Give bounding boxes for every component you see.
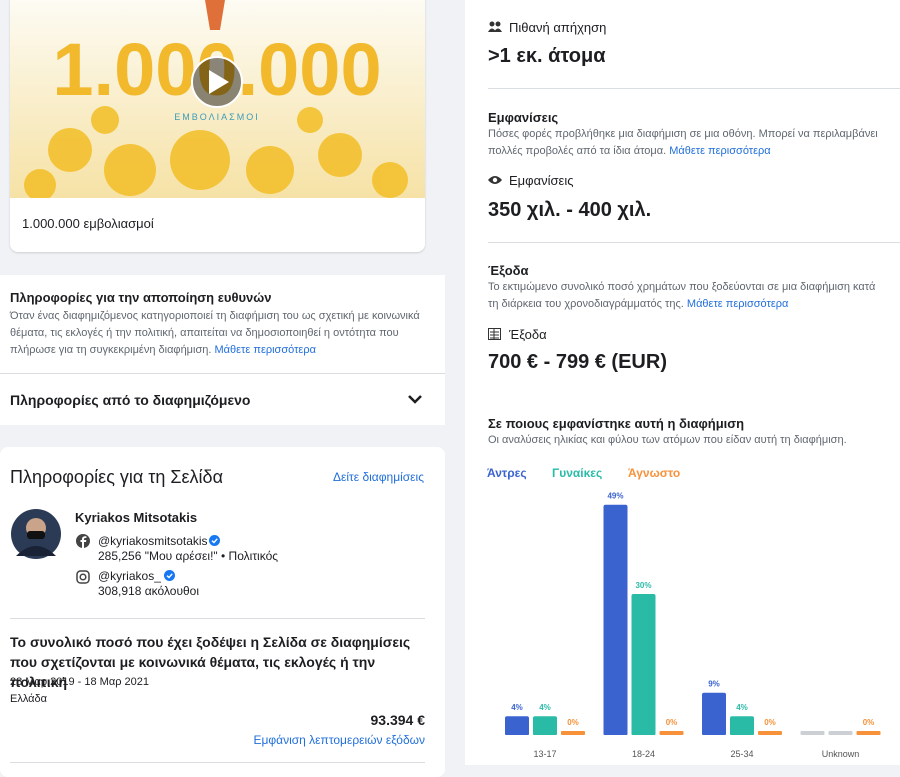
facebook-handle: @kyriakosmitsotakis [98,534,208,548]
value-label: 49% [607,492,623,501]
impressions-title: Εμφανίσεις [488,110,559,125]
spend-amount: 93.394 € [370,712,426,728]
bar [505,716,529,735]
value-label: 4% [736,703,748,712]
spend-title: Το συνολικό ποσό που έχει ξοδέψει η Σελί… [10,634,411,690]
value-label: 30% [635,581,651,590]
reach-label: Πιθανή απήχηση [509,20,607,35]
value-label: 4% [539,703,551,712]
value-label: 0% [863,718,875,727]
instagram-stats: 308,918 ακόλουθοι [98,584,200,598]
advertiser-info-toggle[interactable]: Πληροφορίες από το διαφημιζόμενο [10,392,251,408]
bar [533,716,557,735]
eye-icon [488,176,502,184]
avatar [11,509,61,559]
audience-description: Οι αναλύσεις ηλικίας και φύλου των ατόμω… [488,434,847,446]
spend-title: Έξοδα [488,263,529,278]
legend-item: Άντρες [487,466,527,480]
facebook-stats: 285,256 "Μου αρέσει!" • Πολιτικός [98,549,279,563]
disclaimer-panel [0,275,445,425]
learn-more-link[interactable]: Μάθετε περισσότερα [669,145,771,157]
value-label: 4% [511,703,523,712]
x-tick-label: 18-24 [632,749,655,759]
impressions-text: Πόσες φορές προβλήθηκε μια διαφήμιση σε … [488,128,878,157]
instagram-icon [76,570,90,584]
audience-chart: Άντρες Γυναίκες Άγνωστο 13-17 4% 4% 0% 18-24 49%… [487,466,881,759]
spend-details-link[interactable]: Εμφάνιση λεπτομερειών εξόδων [253,733,425,747]
bar-stub [856,731,881,735]
value-label: 9% [708,680,720,689]
audience-title: Σε ποιους εμφανίστηκε αυτή η διαφήμιση [488,416,745,431]
spend-value: 700 € - 799 € (EUR) [488,351,667,373]
bar [603,504,628,735]
image-subtext: ΕΜΒΟΛΙΑΣΜΟΙ [174,112,259,122]
page-info-title: Πληροφορίες για τη Σελίδα [10,467,223,487]
spend-label: Έξοδα [509,327,547,342]
disclaimer-title: Πληροφορίες για την αποποίηση ευθυνών [10,290,272,305]
impressions-value: 350 χιλ. - 400 χιλ. [488,199,652,221]
impressions-description: Πόσες φορές προβλήθηκε μια διαφήμιση σε … [488,126,883,160]
disclaimer-text: Όταν ένας διαφημιζόμενος κατηγοριοποιεί … [10,308,425,359]
image-text: 1.000.000 [52,28,381,111]
impressions-label: Εμφανίσεις [509,173,574,188]
bar [702,692,726,735]
learn-more-link[interactable]: Μάθετε περισσότερα [214,344,316,356]
empty-bar [828,731,853,735]
ad-details-panel [465,0,900,765]
spend-description: Το εκτιμώμενο συνολικό ποσό χρημάτων που… [488,279,888,313]
ad-video[interactable]: 1.000.000 ΕΜΒΟΛΙΑΣΜΟΙ [10,0,425,198]
page-name: Kyriakos Mitsotakis [75,510,198,525]
facebook-icon [76,534,90,548]
value-label: 0% [666,718,678,727]
x-tick-label: Unknown [822,749,860,759]
video-caption: 1.000.000 εμβολιασμοί [22,216,154,231]
people-icon [488,21,502,32]
bar-stub [659,731,684,735]
empty-bar [800,731,825,735]
chevron[interactable] [407,391,423,407]
value-label: 0% [764,718,776,727]
verified-badge [164,570,175,581]
learn-more-link[interactable]: Μάθετε περισσότερα [686,298,789,310]
value-label: 0% [567,718,579,727]
bar-stub [758,731,782,735]
bar [730,716,754,735]
page-info-card [0,447,445,777]
instagram-handle: @kyriakos_ [98,569,161,583]
legend-item: Άγνωστο [628,466,680,480]
spend-text: Το εκτιμώμενο συνολικό ποσό χρημάτων που… [488,281,876,310]
spend-icon [488,328,501,340]
spend-dates: 28 Μαρ 2019 - 18 Μαρ 2021 [10,676,149,688]
bar-stub [561,731,585,735]
legend-item: Γυναίκες [552,466,602,480]
reach-value: >1 εκ. άτομα [488,45,606,67]
verified-badge [209,535,220,546]
disclaimer-body: Όταν ένας διαφημιζόμενος κατηγοριοποιεί … [10,310,420,356]
see-ads-link[interactable]: Δείτε διαφημίσεις [333,470,424,484]
bar [631,594,656,735]
spend-country: Ελλάδα [10,693,48,705]
x-tick-label: 25-34 [730,749,753,759]
x-tick-label: 13-17 [533,749,556,759]
